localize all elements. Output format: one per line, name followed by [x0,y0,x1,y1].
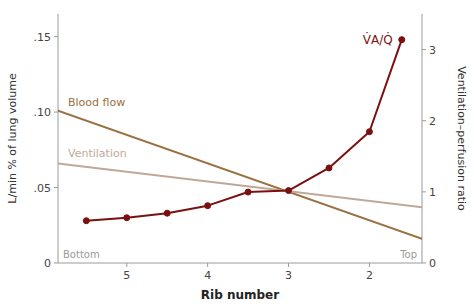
y-tick [54,187,58,188]
y2-tick-label: 0 [429,257,436,270]
series-marker [326,165,332,171]
y-tick [54,263,58,264]
series-labels: Blood flow Ventilation V̇A/Q̇ [68,32,393,159]
series-label: V̇A/Q̇ [363,32,393,46]
x-tick-label: 4 [204,269,211,282]
x-tick [207,263,208,267]
x-tick-label: 2 [366,269,373,282]
x-tick [288,263,289,267]
series-marker [124,215,130,221]
y-tick [54,36,58,37]
x-tick-label: 3 [285,269,292,282]
x-axis-label: Rib number [201,288,279,302]
y-axis-line [58,14,59,263]
series-marker [83,218,89,224]
series-label: Blood flow [68,96,125,109]
y2-tick-label: 1 [429,186,436,199]
chart-svg: 5 4 3 2 0 .05 .10 .15 0 1 2 3 Rib number L/min % of l… [0,0,474,307]
y-tick-label: .05 [34,182,52,195]
series-line [86,40,401,221]
y-axis-label: L/min % of lung volume [6,73,19,204]
series-marker [164,210,170,216]
y2-tick-label: 3 [429,44,436,57]
y-tick [54,112,58,113]
series-marker [399,37,405,43]
annotation: Bottom [63,249,100,260]
y-tick-label: 0 [44,257,51,270]
series-marker [366,129,372,135]
annotation: Top [399,249,417,260]
series-marker [286,188,292,194]
x-tick-label: 5 [123,269,130,282]
y2-tick [422,120,426,121]
y2-axis-label: Ventilation–perfusion ratio [455,66,468,211]
plot-area [58,37,422,239]
x-tick [126,263,127,267]
y2-tick-label: 2 [429,115,436,128]
y2-axis-line [422,14,423,263]
series-line [58,163,422,207]
y-tick-label: .10 [34,106,52,119]
x-tick [369,263,370,267]
y2-tick [422,49,426,50]
series-marker [205,203,211,209]
series-marker [245,189,251,195]
x-axis-line [58,263,422,264]
y-tick-label: .15 [34,31,52,44]
chart-container: 5 4 3 2 0 .05 .10 .15 0 1 2 3 Rib number L/min % of l… [0,0,474,307]
series-label: Ventilation [68,147,127,160]
y2-tick [422,263,426,264]
y2-tick [422,191,426,192]
